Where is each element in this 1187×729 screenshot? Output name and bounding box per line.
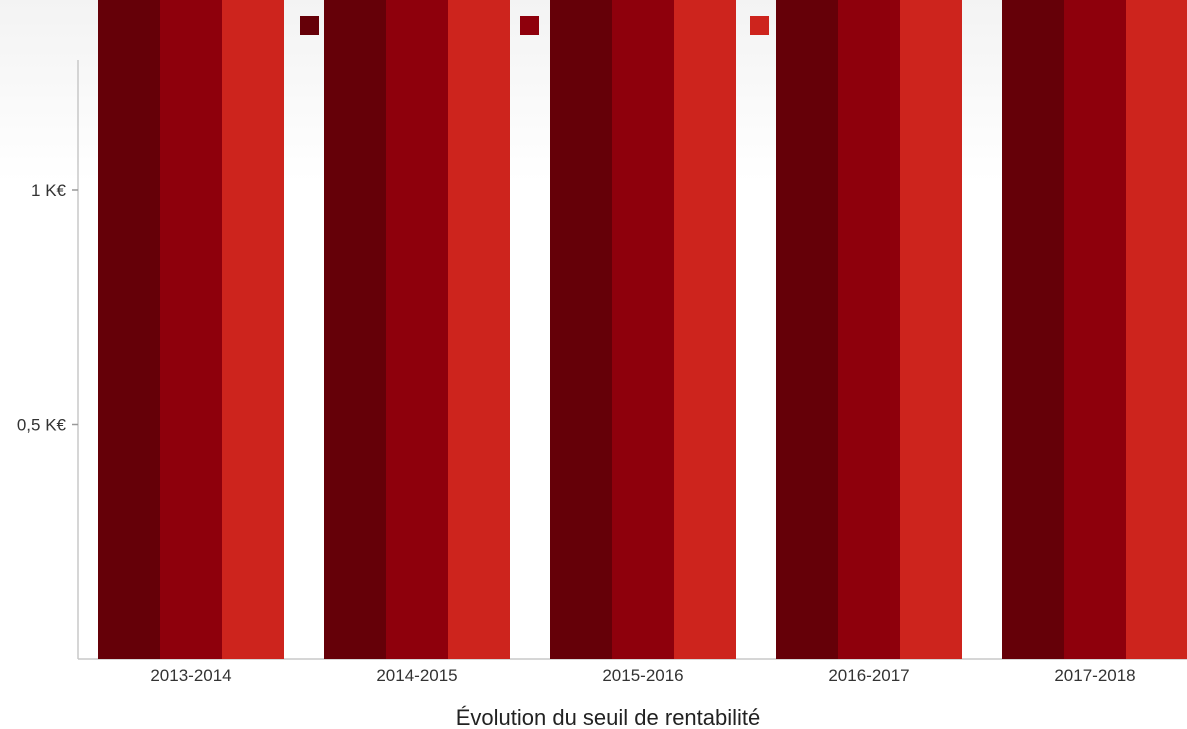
bar [776, 0, 838, 660]
x-tick-label: 2015-2016 [602, 666, 683, 685]
bar [1064, 0, 1126, 659]
bar [448, 0, 510, 660]
y-tick-label: 0,5 K€ [17, 416, 67, 435]
x-tick-label: 2013-2014 [150, 666, 231, 685]
bar [612, 0, 674, 659]
legend-swatch [750, 16, 769, 35]
bars [98, 0, 1187, 660]
bar [900, 0, 962, 660]
x-tick-label: 2014-2015 [376, 666, 457, 685]
bar [1126, 0, 1187, 660]
bar [160, 0, 222, 659]
legend-swatch [300, 16, 319, 35]
bar [838, 0, 900, 659]
bar [222, 0, 284, 659]
x-tick-label: 2016-2017 [828, 666, 909, 685]
bar [386, 0, 448, 659]
chart-title: Évolution du seuil de rentabilité [456, 705, 761, 729]
bar [98, 0, 160, 660]
bar [550, 0, 612, 659]
bar [674, 0, 736, 660]
bar [324, 0, 386, 659]
legend-swatch [520, 16, 539, 35]
bar [1002, 0, 1064, 659]
y-tick-label: 1 K€ [31, 181, 67, 200]
x-tick-label: 2017-2018 [1054, 666, 1135, 685]
